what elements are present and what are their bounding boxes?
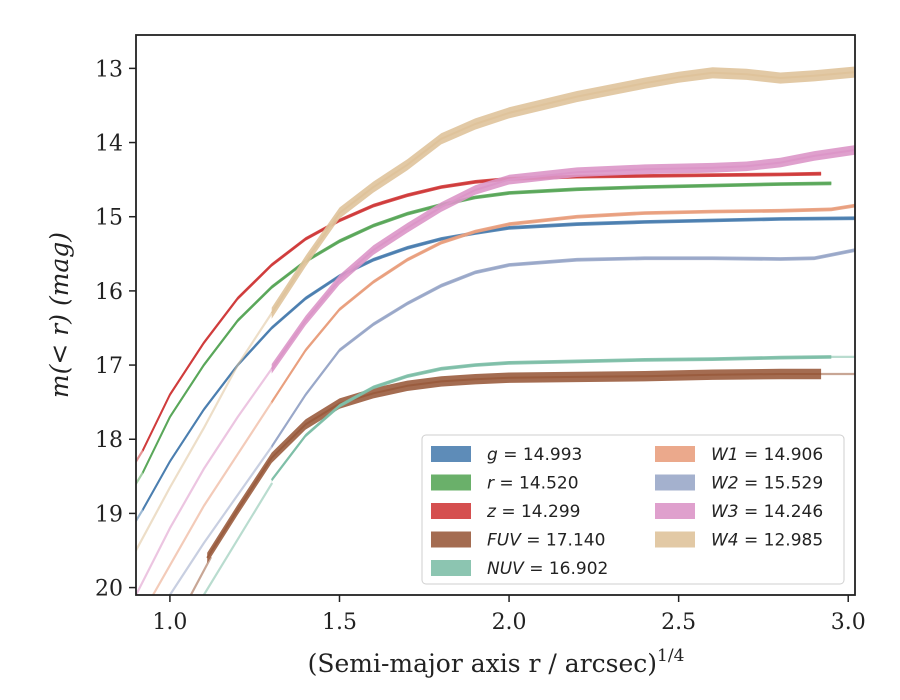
legend-label-nuv: NUV = 16.902 [487,559,608,579]
y-tick-label: 19 [95,502,123,527]
y-tick-label: 14 [95,132,123,157]
legend-label-w3: W3 = 14.246 [711,502,823,522]
legend-series-name: W2 [711,474,744,494]
legend-swatch-nuv [431,560,471,576]
series-w4-line [270,71,855,314]
x-axis-label-text: (Semi-major axis r / arcsec) [308,649,657,678]
series-w4 [136,66,855,552]
series-z-line [141,172,822,451]
legend-series-value: = 15.529 [744,474,823,494]
series-g [136,216,855,522]
legend-item-z: z = 14.299 [431,502,580,522]
series-r-line [141,182,832,474]
y-tick-label: 13 [95,57,123,82]
legend-label-w4: W4 = 12.985 [711,531,823,551]
legend-item-w1: W1 = 14.906 [655,445,823,465]
series-w1-line [270,204,855,403]
legend-series-name: r [487,474,499,494]
legend-label-z: z = 14.299 [486,502,580,522]
legend-series-value: = 16.902 [529,559,608,579]
legend-series-value: = 14.520 [499,474,578,494]
series-w3-inner-segment [136,367,273,595]
series-w1-inner-segment [151,401,273,595]
legend-box [421,434,845,585]
legend-swatch-r [431,474,471,491]
series-z [136,171,822,463]
legend-swatch-w2 [655,474,695,491]
series-nuv-inner-segment [202,482,273,595]
legend-item-r: r = 14.520 [431,474,579,494]
series-z-inner-segment [136,449,144,463]
legend-series-name: W3 [711,502,744,522]
legend-series-value: = 14.299 [501,502,580,522]
series-g-line [141,217,855,511]
x-axis-label-superscript: 1/4 [657,646,684,666]
legend-label-r: r = 14.520 [487,474,579,494]
series-nuv [202,355,855,595]
legend-swatch-g [431,446,471,462]
legend-series-value: = 14.993 [503,445,582,465]
x-tick-label: 3.0 [831,610,866,635]
series-layer [136,66,855,595]
series-nuv-line [270,355,832,481]
legend-series-name: W4 [711,531,744,551]
series-w3-line [270,149,855,370]
legend-label-g: g = 14.993 [487,445,582,465]
legend-swatch-z [431,503,471,519]
y-axis-label: m(< r) (mag) [45,232,74,398]
x-tick-label: 1.5 [322,610,357,635]
legend-item-w3: W3 = 14.246 [655,502,823,522]
ticks-layer: 1.0 1.5 2.0 2.5 3.0 13 14 15 16 17 18 19 20 [95,57,866,635]
y-tick-label: 16 [95,280,123,305]
series-w1 [151,203,855,595]
x-tick-label: 2.5 [661,610,696,635]
x-tick-label: 1.0 [152,610,187,635]
legend-series-name: z [486,502,501,522]
legend-series-name: g [487,445,503,465]
y-tick-label: 15 [95,206,123,231]
y-tick-label: 18 [95,428,123,453]
plot-frame [135,34,856,596]
legend-item-fuv: FUV = 17.140 [431,531,605,551]
legend-label-w1: W1 = 14.906 [711,445,823,465]
x-tick-label: 2.0 [492,610,527,635]
legend-swatch-w3 [655,503,695,519]
legend-series-name: W1 [711,445,744,465]
series-w4-inner-segment [136,312,273,552]
legend-series-value: = 14.906 [744,445,823,465]
legend-label-w2: W2 = 15.529 [711,474,823,494]
legend-label-fuv: FUV = 17.140 [487,531,605,551]
legend-swatch-w1 [655,446,695,462]
legend-series-value: = 12.985 [744,531,823,551]
series-fuv-line [206,373,822,559]
series-w2-line [270,249,855,448]
legend-swatch-fuv [431,531,471,548]
legend-series-value: = 14.246 [744,502,823,522]
series-w2 [168,248,855,595]
legend-item-w4: W4 = 12.985 [655,531,823,551]
legend-item-g: g = 14.993 [431,445,582,465]
series-r-inner-segment [136,471,144,485]
legend-swatch-w4 [655,531,695,548]
y-tick-label: 17 [95,354,123,379]
series-w3 [136,145,855,595]
series-g-inner-segment [136,508,144,522]
legend-item-w2: W2 = 15.529 [655,474,823,494]
series-r [136,181,832,485]
legend-series-value: = 17.140 [526,531,605,551]
legend-item-nuv: NUV = 16.902 [431,559,608,579]
series-w2-inner-segment [168,445,273,595]
x-axis-label: (Semi-major axis r / arcsec)1/4 [308,646,685,678]
y-tick-label: 20 [95,577,123,602]
legend-series-name: NUV [487,559,529,579]
legend-series-name: FUV [487,531,526,551]
